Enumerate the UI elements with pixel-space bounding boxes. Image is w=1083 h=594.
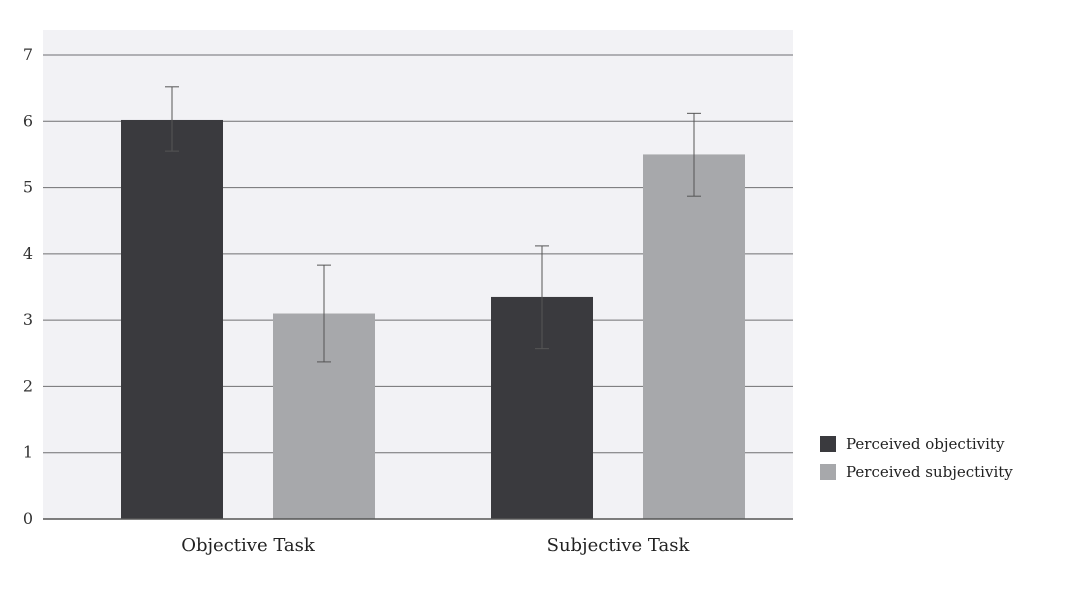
y-tick-label-5: 5 <box>23 178 33 197</box>
y-tick-label-6: 6 <box>23 111 33 130</box>
bars <box>121 119 745 520</box>
legend-swatch-objectivity <box>820 436 836 452</box>
error-bars <box>165 86 701 363</box>
y-tick-label-3: 3 <box>23 310 33 329</box>
legend-item-subjectivity: Perceived subjectivity <box>820 458 1013 486</box>
legend-item-objectivity: Perceived objectivity <box>820 430 1013 458</box>
x-category-label-objective-task: Objective Task <box>181 535 316 556</box>
y-tick-label-2: 2 <box>23 376 33 395</box>
x-axis-labels: Objective Task Subjective Task <box>181 535 690 556</box>
x-category-label-subjective-task: Subjective Task <box>547 535 691 556</box>
y-tick-label-4: 4 <box>23 244 33 263</box>
bar-objective-task-objectivity <box>121 119 223 520</box>
y-tick-label-7: 7 <box>23 45 33 64</box>
legend-label-objectivity: Perceived objectivity <box>846 435 1005 453</box>
legend-swatch-subjectivity <box>820 464 836 480</box>
legend-label-subjectivity: Perceived subjectivity <box>846 463 1013 481</box>
y-tick-label-1: 1 <box>23 443 33 462</box>
bar-subjective-task-subjectivity <box>643 154 745 519</box>
y-tick-label-0: 0 <box>23 509 33 528</box>
y-axis-ticks: 0 1 2 3 4 5 6 7 <box>23 45 33 528</box>
legend: Perceived objectivity Perceived subjecti… <box>820 430 1013 486</box>
